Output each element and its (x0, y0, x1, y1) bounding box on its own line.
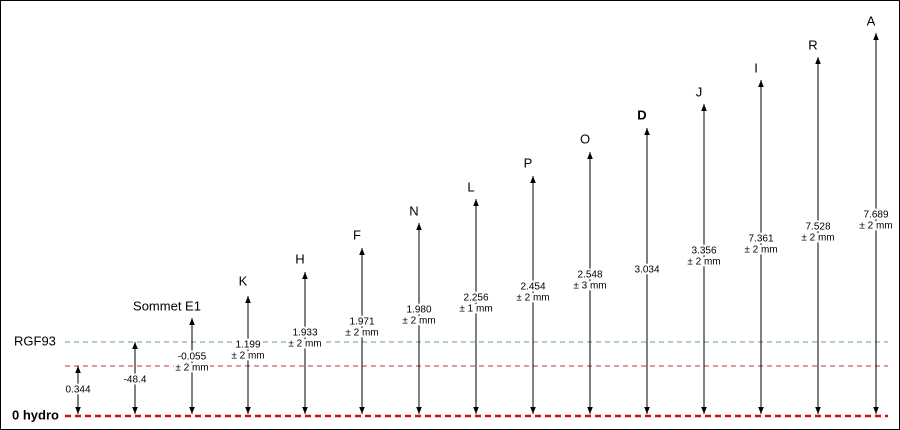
point-value: 1.933 (292, 328, 317, 339)
point-tolerance: ± 2 mm (345, 328, 378, 339)
point-label: O (580, 131, 590, 146)
point-tolerance: ± 2 mm (516, 293, 549, 304)
point-tolerance: ± 2 mm (687, 257, 720, 268)
point-value: 7.689 (863, 210, 888, 221)
point-tolerance: ± 3 mm (573, 281, 606, 292)
point-value: 1.980 (406, 305, 431, 316)
point-tolerance: ± 2 mm (231, 351, 264, 362)
point-value: 1.971 (349, 317, 374, 328)
point-value: 2.548 (577, 270, 602, 281)
point-value: -0.055 (178, 352, 207, 363)
point-label: Sommet E1 (133, 298, 201, 313)
point-label: J (696, 84, 703, 99)
point-label: P (524, 155, 533, 170)
point-value: 0.344 (65, 385, 90, 396)
point-label: D (637, 107, 646, 122)
point-tolerance: ± 2 mm (402, 316, 435, 327)
point-value: 7.528 (805, 222, 830, 233)
point-value: 3.034 (634, 265, 659, 276)
point-label: H (295, 251, 304, 266)
reference-label: 0 hydro (12, 407, 59, 422)
point-tolerance: ± 2 mm (288, 339, 321, 350)
point-tolerance: ± 2 mm (744, 245, 777, 256)
point-tolerance: ± 2 mm (859, 221, 892, 232)
point-value: 7.361 (748, 234, 773, 245)
point-value: 1.199 (235, 340, 260, 351)
point-label: F (353, 227, 361, 242)
point-tolerance: ± 1 mm (459, 304, 492, 315)
point-label: L (467, 179, 474, 194)
point-label: R (808, 37, 817, 52)
reference-label: RGF93 (14, 333, 56, 348)
point-label: N (409, 203, 418, 218)
point-value: 2.454 (520, 282, 545, 293)
point-label: A (867, 13, 876, 28)
point-label: K (239, 273, 248, 288)
point-value: 3.356 (691, 246, 716, 257)
point-tolerance: ± 2 mm (801, 233, 834, 244)
point-value: -48.4 (124, 375, 147, 386)
point-value: 2.256 (463, 293, 488, 304)
point-label: I (754, 60, 758, 75)
point-tolerance: ± 2 mm (175, 363, 208, 374)
